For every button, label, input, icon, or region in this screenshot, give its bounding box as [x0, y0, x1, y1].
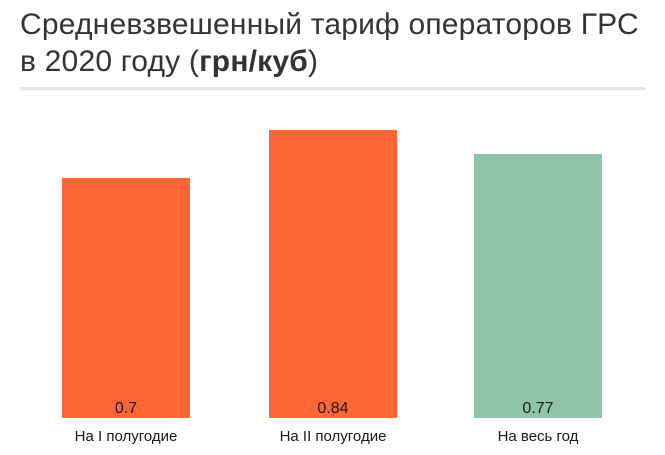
bar-1 — [62, 178, 190, 418]
x-tick-label-1: На I полугодие — [75, 428, 178, 445]
bar-value-label-2: 0.84 — [317, 400, 348, 417]
bar-3 — [474, 154, 602, 418]
chart-title: Средневзвешенный тариф операторов ГРС в … — [20, 6, 645, 80]
title-divider — [20, 87, 645, 90]
chart-title-close: ) — [308, 45, 319, 78]
chart-title-unit: грн/куб — [199, 45, 308, 78]
bars-group — [62, 130, 602, 418]
x-tick-label-3: На весь год — [498, 428, 579, 445]
chart-title-main: Средневзвешенный тариф операторов ГРС в … — [20, 8, 639, 78]
x-tick-label-2: На II полугодие — [280, 428, 387, 445]
bar-value-label-3: 0.77 — [522, 400, 553, 417]
bar-value-label-1: 0.7 — [115, 400, 137, 417]
labels-group: 0.7 На I полугодие 0.84 На II полугодие 0.77… — [75, 400, 579, 445]
bar-2 — [269, 130, 397, 418]
